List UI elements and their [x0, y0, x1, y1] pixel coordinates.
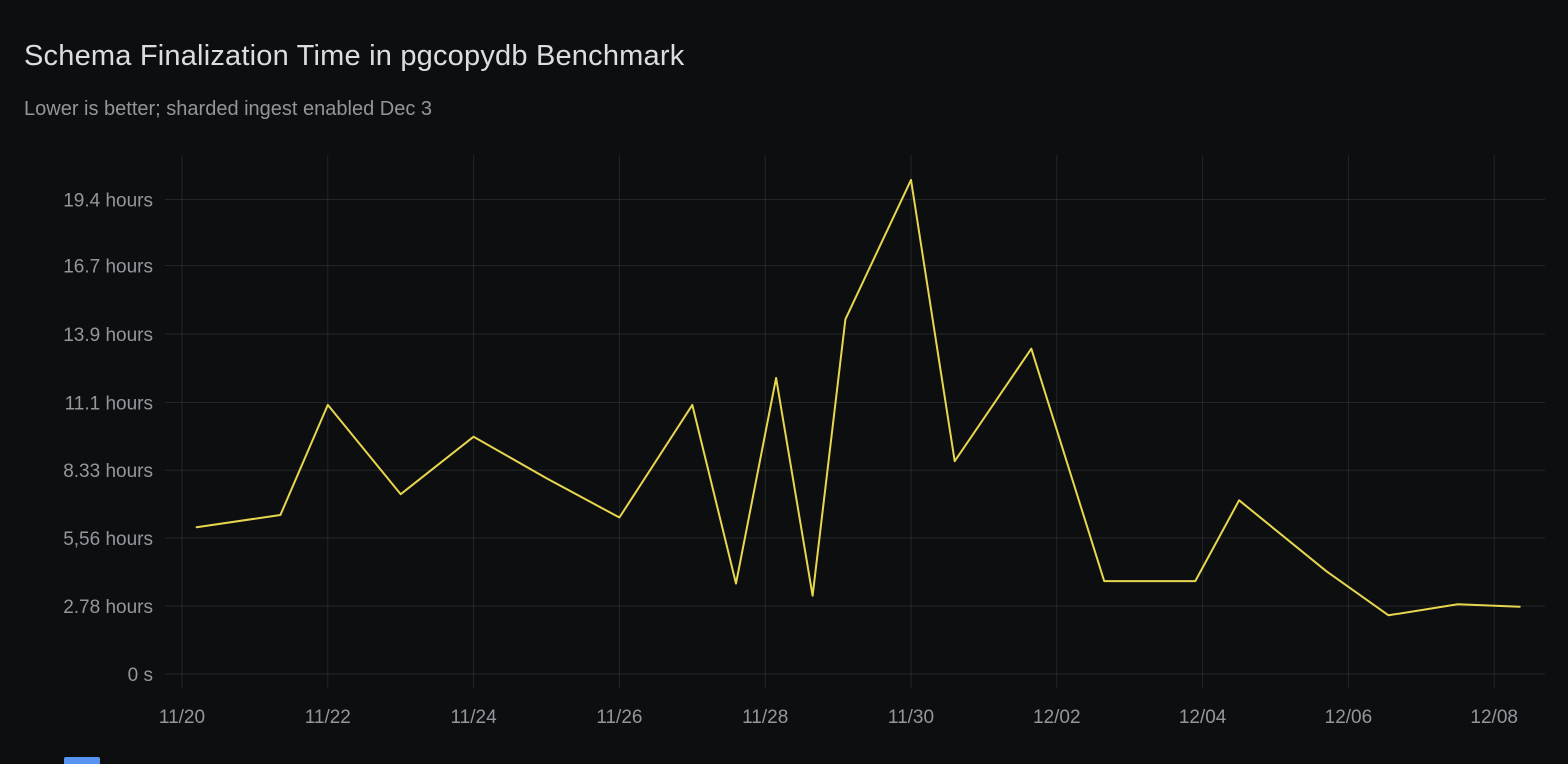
y-axis-tick-label: 13.9 hours	[63, 325, 153, 346]
y-axis-tick-label: 8.33 hours	[63, 461, 153, 482]
y-axis-tick-label: 0 s	[128, 665, 153, 686]
y-axis-tick-label: 11.1 hours	[65, 393, 153, 414]
series-line	[195, 178, 1521, 617]
y-axis-tick-label: 5,56 hours	[63, 529, 153, 550]
y-axis-tick-label: 2.78 hours	[63, 597, 153, 618]
x-axis-tick-label: 12/04	[1179, 707, 1227, 728]
x-axis-tick-label: 11/30	[888, 707, 934, 728]
x-axis-tick-label: 12/02	[1033, 707, 1081, 728]
x-axis-tick-label: 11/22	[305, 707, 351, 728]
page-title: Schema Finalization Time in pgcopydb Ben…	[24, 40, 685, 72]
x-axis-tick-label: 11/26	[596, 707, 642, 728]
page-subtitle: Lower is better; sharded ingest enabled …	[24, 98, 433, 120]
x-axis-tick-label: 11/28	[742, 707, 788, 728]
y-axis-tick-label: 16.7 hours	[63, 257, 153, 278]
x-axis-tick-label: 11/24	[451, 707, 498, 728]
x-axis-tick-label: 11/20	[159, 707, 205, 728]
y-axis-tick-label: 19.4 hours	[63, 190, 153, 211]
x-axis-tick-label: 12/08	[1470, 707, 1518, 728]
x-axis-tick-label: 12/06	[1325, 707, 1373, 728]
legend-swatch[interactable]	[64, 757, 100, 764]
